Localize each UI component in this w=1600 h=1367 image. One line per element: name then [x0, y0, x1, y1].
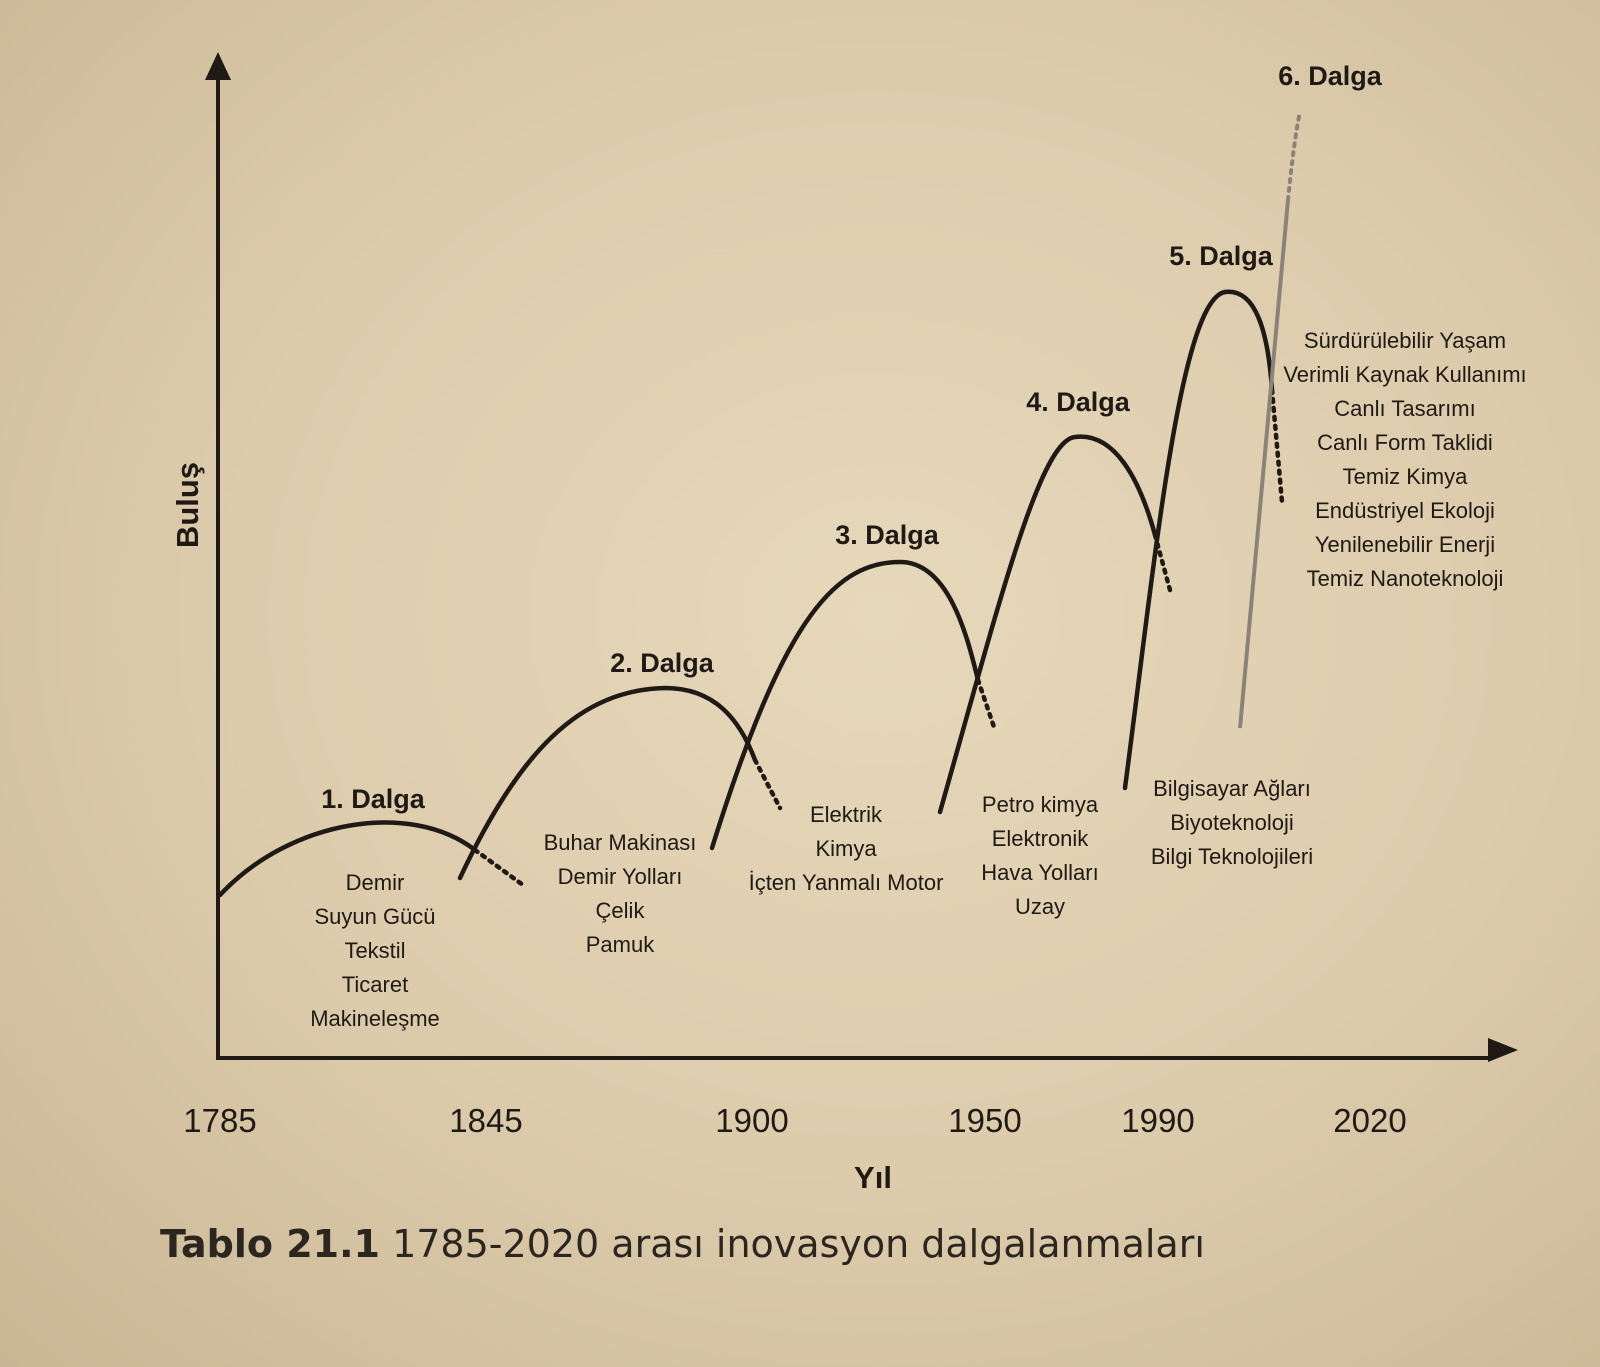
wave-6-item: Verimli Kaynak Kullanımı: [1283, 362, 1526, 387]
wave-1-item: Demir: [346, 870, 405, 895]
wave-1-item: Makineleşme: [310, 1006, 440, 1031]
wave-3-label: 3. Dalga: [835, 520, 940, 550]
x-tick-label: 1990: [1121, 1102, 1194, 1139]
wave-4-item: Elektronik: [992, 826, 1090, 851]
wave-6-item: Temiz Kimya: [1343, 464, 1468, 489]
figure-caption: Tablo 21.1 1785-2020 arası inovasyon dal…: [160, 1222, 1205, 1266]
wave-1-item: Ticaret: [342, 972, 408, 997]
x-tick-label: 1900: [715, 1102, 788, 1139]
wave-1-tail: [472, 847, 526, 888]
y-axis-arrowhead: [205, 52, 231, 80]
wave-6-tail: [1286, 110, 1302, 202]
caption-text: 1785-2020 arası inovasyon dalgalanmaları: [392, 1222, 1205, 1266]
wave-4-curve: [937, 434, 1158, 815]
wave-3-curve: [709, 559, 981, 851]
wave-3-item: İçten Yanmalı Motor: [749, 870, 944, 895]
wave-1-item: Suyun Gücü: [314, 904, 435, 929]
wave-5-item: Biyoteknoloji: [1170, 810, 1294, 835]
x-tick-label: 2020: [1333, 1102, 1406, 1139]
wave-6-curve: [1238, 199, 1290, 729]
wave-6-item: Canlı Form Taklidi: [1317, 430, 1493, 455]
wave-5-label: 5. Dalga: [1169, 241, 1274, 271]
wave-5-item: Bilgi Teknolojileri: [1151, 844, 1313, 869]
wave-6-item: Yenilenebilir Enerji: [1315, 532, 1495, 557]
wave-curves: [217, 110, 1302, 898]
axes: [205, 52, 1518, 1062]
wave-6-label: 6. Dalga: [1278, 61, 1383, 91]
x-axis-arrowhead: [1488, 1038, 1518, 1062]
x-tick-label: 1950: [948, 1102, 1021, 1139]
wave-2-item: Çelik: [596, 898, 646, 923]
wave-4-item: Hava Yolları: [981, 860, 1098, 885]
wave-4-label: 4. Dalga: [1026, 387, 1131, 417]
x-axis-title: Yıl: [854, 1160, 892, 1195]
wave-2-item: Demir Yolları: [558, 864, 683, 889]
wave-6-item: Sürdürülebilir Yaşam: [1304, 328, 1506, 353]
chart-labels: 1. Dalga Demir Suyun Gücü Tekstil Ticaret Mak…: [170, 61, 1527, 1195]
wave-5-tail: [1269, 387, 1285, 505]
caption-prefix: Tablo 21.1: [160, 1222, 380, 1266]
wave-1-curve: [217, 820, 478, 898]
wave-6-item: Temiz Nanoteknoloji: [1307, 566, 1504, 591]
wave-2-label: 2. Dalga: [610, 648, 715, 678]
wave-2-item: Pamuk: [586, 932, 655, 957]
wave-3-tail: [975, 677, 998, 733]
wave-4-item: Uzay: [1015, 894, 1065, 919]
wave-3-item: Kimya: [815, 836, 877, 861]
wave-1-item: Tekstil: [344, 938, 405, 963]
wave-3-item: Elektrik: [810, 802, 883, 827]
wave-1-label: 1. Dalga: [321, 784, 426, 814]
wave-6-item: Endüstriyel Ekoloji: [1315, 498, 1495, 523]
x-tick-label: 1785: [183, 1102, 256, 1139]
wave-2-tail: [752, 757, 783, 811]
wave-5-item: Bilgisayar Ağları: [1153, 776, 1311, 801]
wave-2-item: Buhar Makinası: [544, 830, 697, 855]
wave-2-curve: [457, 685, 758, 881]
y-axis-title: Buluş: [170, 462, 205, 548]
x-tick-label: 1845: [449, 1102, 522, 1139]
wave-5-curve: [1122, 289, 1275, 791]
wave-4-item: Petro kimya: [982, 792, 1099, 817]
wave-6-item: Canlı Tasarımı: [1334, 396, 1475, 421]
